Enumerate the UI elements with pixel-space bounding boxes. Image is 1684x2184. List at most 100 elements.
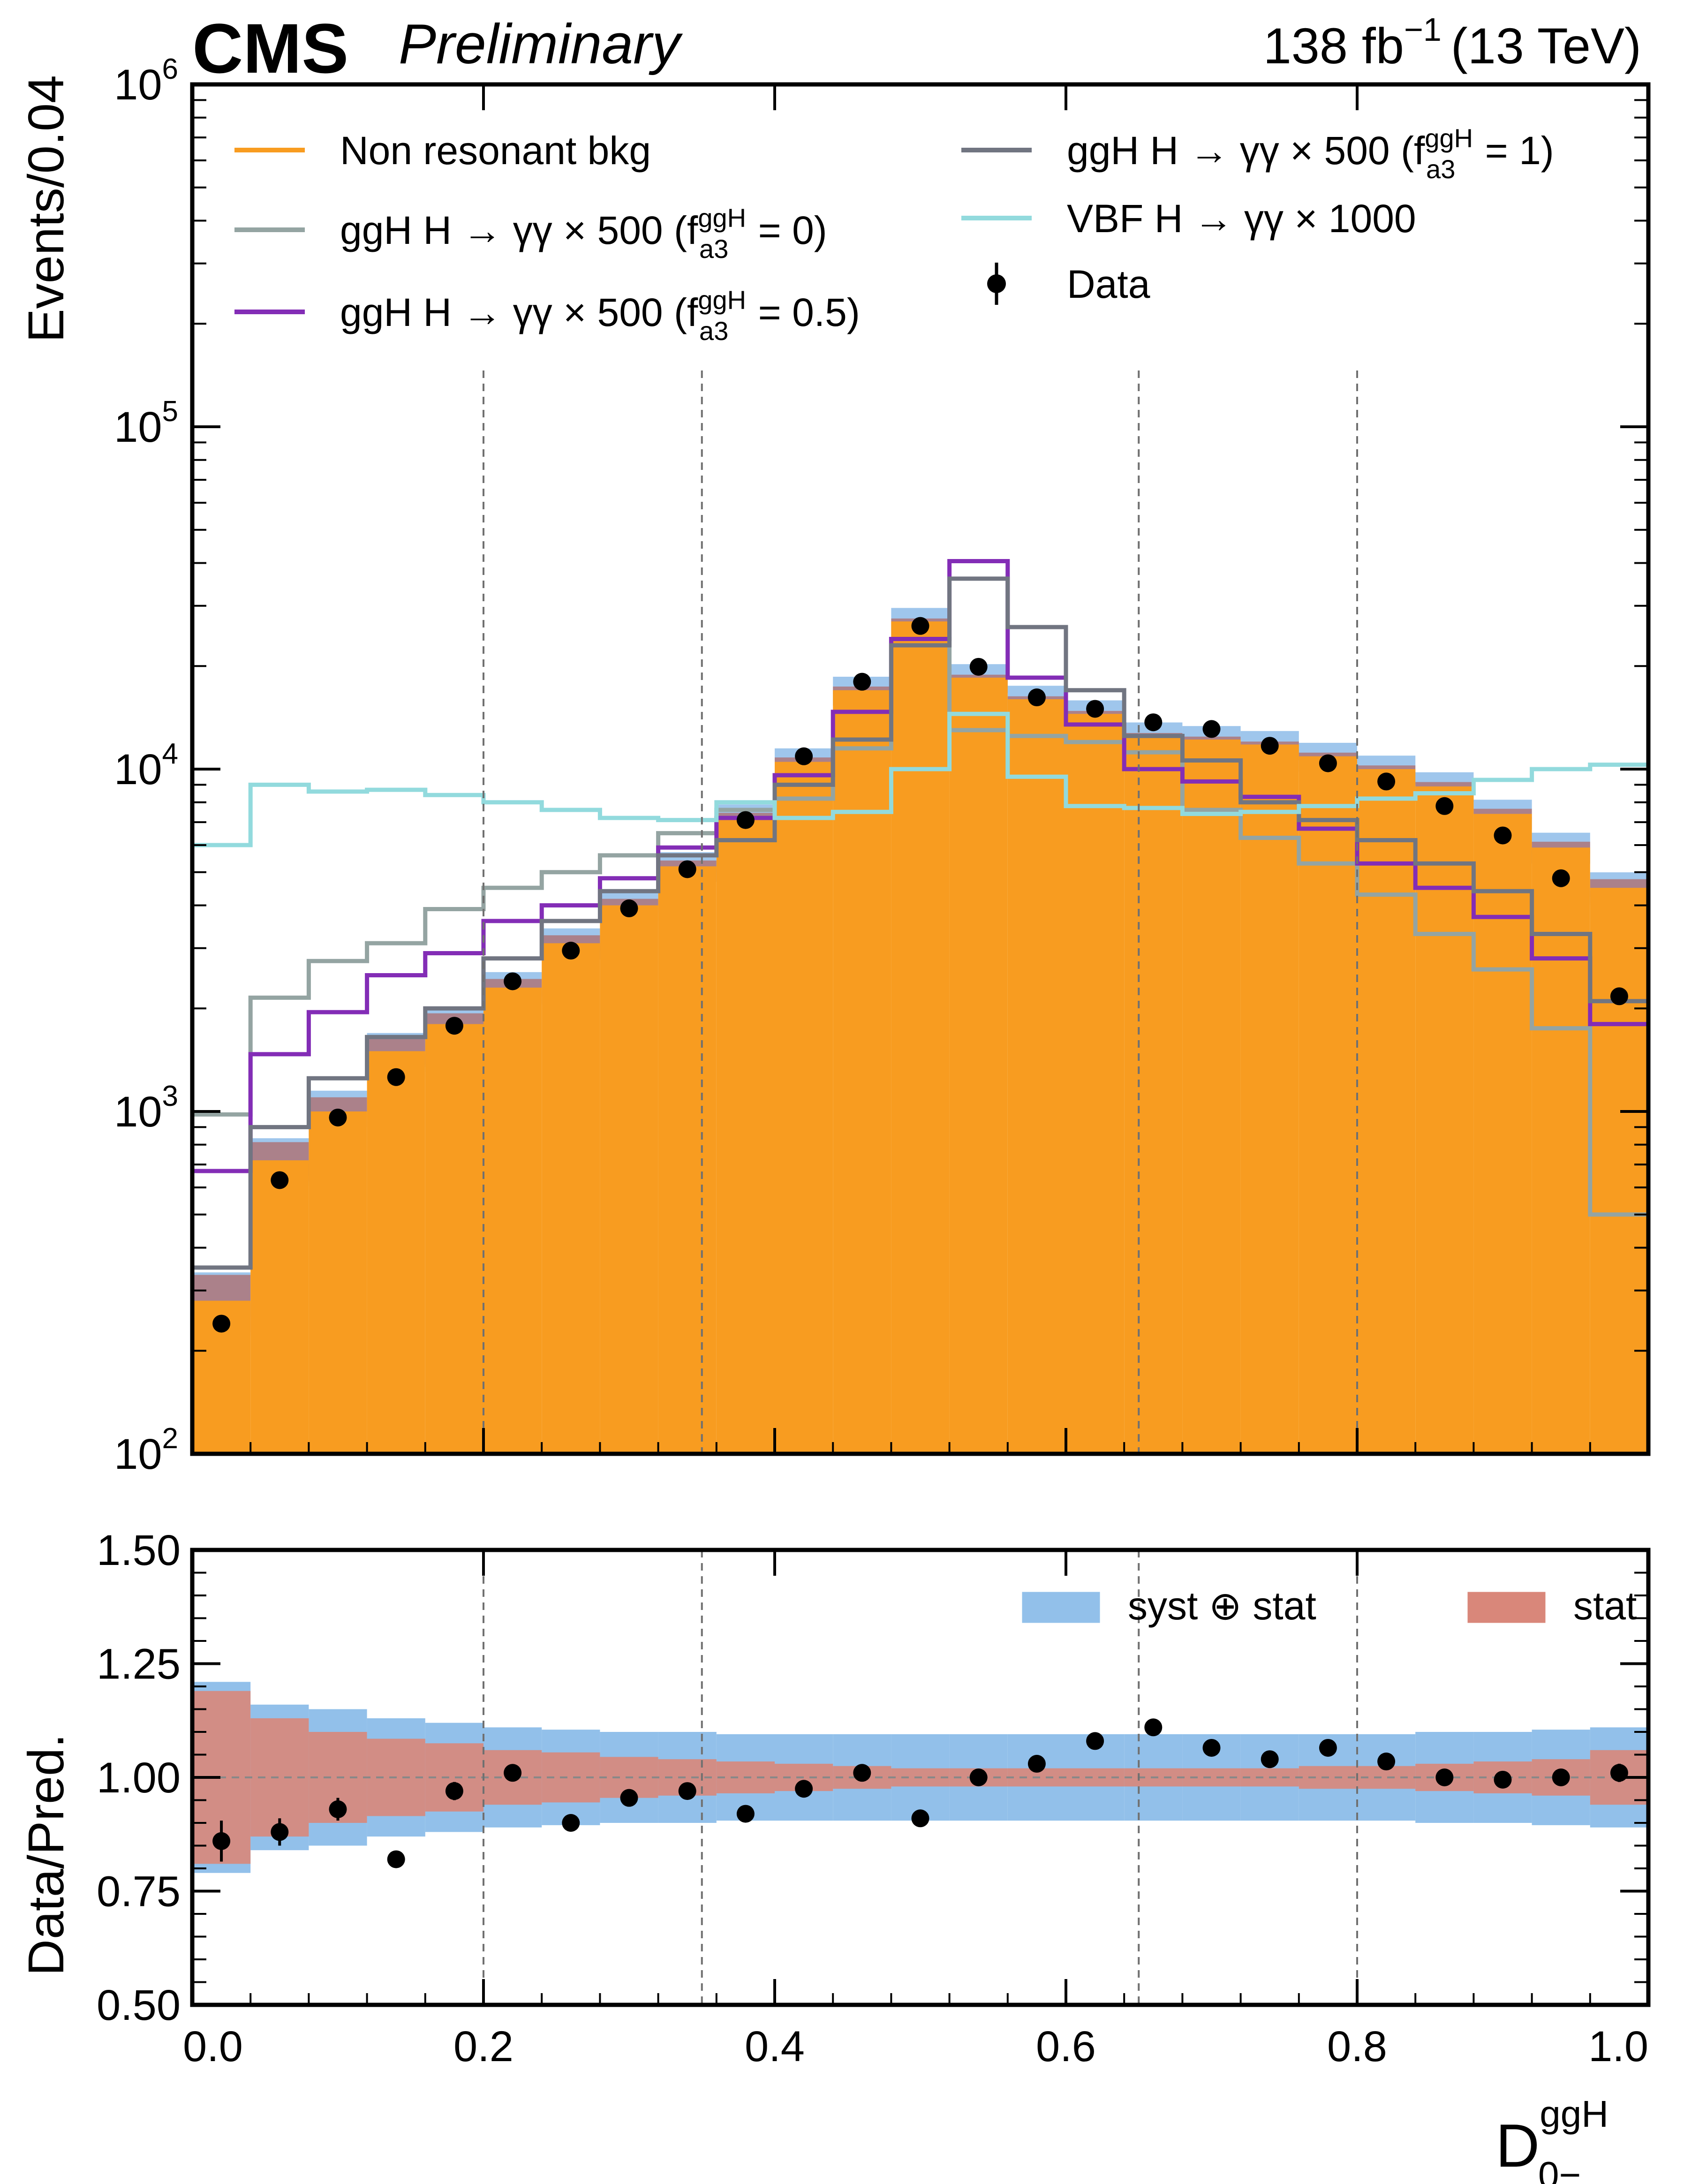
ratio-point [1086,1732,1104,1750]
ratio-point [1027,1754,1046,1773]
ratio-point [1202,1738,1221,1757]
legend-label-tail: = 1) [1474,128,1554,173]
ratio-point [911,1809,929,1828]
main-y-axis-title: Events/0.04 [17,75,74,342]
data-point [1027,688,1046,707]
bkg-bar [600,905,658,1454]
bkg-bar [309,1111,367,1454]
legend-label: ggH H → γγ × 500 (fggH a3 = 0) [340,203,827,264]
signal-step-4 [192,711,1648,847]
legend-label-main: ggH H → γγ × 500 (f [340,290,698,334]
ratio-point [562,1814,580,1832]
data-point [736,811,755,829]
ratio-point [271,1823,289,1841]
bkg-bar [891,621,950,1454]
legend-label-sub: a3 [699,316,728,346]
legend-label-sup: ggH [1425,123,1473,153]
y-tick-exponent: 6 [162,53,178,85]
ratio-legend-swatch [1467,1592,1546,1623]
x-tick-label: 0.0 [183,2023,243,2071]
energy-label: (13 TeV) [1451,17,1641,74]
data-points [212,617,1628,1333]
data-point [1494,826,1512,845]
ratio-panel: 0.50 0.75 1.00 1.25 1.50 0.0 0.2 0.4 0.6 0.8 1.0 s… [17,1527,1651,2184]
ratio-y-tick-label: 1.25 [97,1640,181,1688]
legend-label-sup: ggH [698,285,746,315]
data-point [795,747,813,765]
data-point [1144,713,1163,732]
bkg-bar [658,866,717,1454]
ratio-point [620,1789,638,1807]
bkg-bar [1066,714,1125,1454]
data-point [445,1017,463,1035]
ratio-y-tick-label: 0.50 [97,1981,181,2029]
ratio-point [387,1850,405,1868]
legend-label-main: ggH H → γγ × 500 (f [340,208,698,252]
data-point [853,673,871,691]
legend-label: ggH H → γγ × 500 (fggH a3 = 1) [1067,123,1554,184]
y-tick-exponent: 5 [162,395,178,428]
ratio-point [504,1764,522,1782]
bkg-bar [1124,736,1183,1454]
signal-step-3 [192,576,1648,1270]
bkg-bar [775,762,833,1454]
ratio-point [853,1764,871,1782]
ratio-point [1494,1770,1512,1789]
ratio-point [1319,1738,1337,1757]
ratio-legend-label: stat [1573,1584,1637,1628]
ratio-point [736,1805,755,1823]
data-point [212,1315,231,1333]
y-tick-exponent: 3 [162,1080,178,1112]
legend-label: VBF H → γγ × 1000 [1067,196,1416,241]
ratio-y-tick-label: 0.75 [97,1868,181,1916]
x-tick-label: 1.0 [1588,2023,1648,2071]
data-point [620,899,638,917]
legend-label-main: VBF H → γγ × 1000 [1067,196,1416,241]
data-point [387,1068,405,1086]
bkg-bar [1590,888,1648,1454]
ratio-y-axis-title: Data/Pred. [17,1734,74,1976]
legend-label-sup: ggH [698,203,746,233]
bkg-bar [949,677,1008,1454]
ratio-points [212,1718,1628,1868]
signal-step-lines [192,559,1648,1270]
data-point [504,972,522,990]
y-tick-base: 10 [114,746,162,793]
bkg-bar [1299,756,1357,1454]
lumi-exponent: −1 [1404,11,1442,48]
lumi-value: 138 fb [1263,17,1404,74]
data-point [1202,720,1221,738]
y-tick-base: 10 [114,1088,162,1136]
ratio-point [329,1800,347,1818]
y-tick-label: 104 [114,738,178,793]
x-tick-label: 0.4 [745,2023,805,2071]
data-point [1086,700,1104,718]
bkg-bar [1007,699,1066,1454]
ratio-category-boundaries [192,1550,1648,2005]
ratio-point [795,1780,813,1798]
data-point [271,1171,289,1189]
bkg-bar [250,1160,309,1454]
y-tick-label: 106 [114,53,178,109]
y-tick-exponent: 2 [162,1422,178,1455]
bkg-bar [1532,847,1590,1454]
ratio-point [678,1782,696,1800]
ratio-point [445,1782,463,1800]
ratio-point [1144,1718,1163,1737]
ratio-point [1610,1764,1628,1782]
x-axis-title: DggH 0− [1495,2093,1608,2184]
legend-label-main: Data [1067,262,1150,306]
data-point [1377,772,1396,791]
ratio-axes: 0.50 0.75 1.00 1.25 1.50 0.0 0.2 0.4 0.6 0.8 1.0 [97,1527,1651,2071]
data-point [969,657,988,676]
legend-label: Data [1067,262,1150,306]
luminosity-label: 138 fb−1 (13 TeV) [1263,11,1641,74]
legend-label-main: ggH H → γγ × 500 (f [1067,128,1425,173]
bkg-bar [1240,744,1299,1454]
legend-label-sub: a3 [699,234,728,264]
x-tick-label: 0.2 [453,2023,514,2071]
ratio-legend-swatch [1022,1592,1100,1623]
legend-label: Non resonant bkg [340,128,651,173]
